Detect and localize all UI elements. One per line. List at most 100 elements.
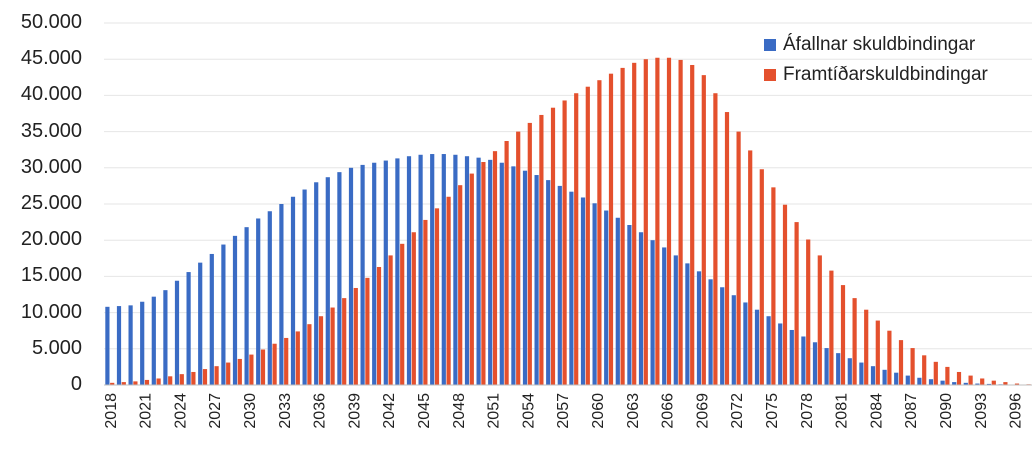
- bar-series-0: [604, 210, 609, 385]
- bar-series-0: [279, 204, 284, 385]
- bar-series-1: [342, 298, 347, 385]
- bar-series-1: [922, 355, 927, 385]
- x-tick-label: 2051: [486, 393, 503, 429]
- bar-series-1: [724, 112, 730, 386]
- bar-series-1: [748, 150, 753, 385]
- bar-series-0: [650, 240, 655, 385]
- y-tick-label: 20.000: [20, 228, 82, 251]
- bar-series-1: [933, 361, 938, 385]
- bar-series-0: [348, 167, 354, 385]
- bar-series-1: [620, 67, 625, 385]
- bar-series-0: [186, 272, 191, 385]
- bar-series-1: [574, 93, 579, 385]
- bar-series-1: [504, 141, 509, 385]
- legend-swatch-series-0: [764, 39, 776, 51]
- x-tick-label: 2030: [242, 393, 259, 429]
- bar-series-0: [882, 369, 887, 385]
- bar-series-0: [151, 296, 156, 385]
- bar-series-0: [731, 295, 736, 385]
- bar-series-0: [847, 358, 852, 385]
- x-tick-label: 2018: [103, 393, 120, 429]
- bar-series-1: [678, 59, 683, 386]
- x-tick-label: 2060: [590, 393, 607, 429]
- bar-series-1: [469, 173, 474, 385]
- x-tick-label: 2066: [660, 393, 677, 429]
- bar-series-1: [655, 57, 660, 385]
- bar-series-0: [708, 279, 713, 385]
- bar-series-0: [928, 379, 934, 385]
- legend-label-series-1: Framtíðarskuldbindingar: [783, 64, 988, 85]
- bar-series-1: [168, 376, 173, 385]
- bar-series-0: [789, 329, 794, 385]
- y-tick-label: 5.000: [31, 336, 82, 359]
- x-tick-label: 2075: [764, 393, 781, 429]
- bar-series-1: [237, 358, 242, 385]
- bars: [105, 57, 1031, 386]
- bar-series-0: [859, 362, 864, 385]
- bar-series-0: [163, 290, 168, 385]
- bar-series-0: [430, 154, 435, 385]
- legend: Áfallnar skuldbindingar Framtíðarskuldbi…: [764, 30, 988, 90]
- bar-series-1: [492, 151, 498, 385]
- x-tick-label: 2081: [834, 393, 851, 429]
- bar-series-1: [968, 375, 973, 385]
- bar-series-0: [441, 154, 446, 385]
- bar-series-0: [174, 280, 180, 385]
- x-tick-label: 2054: [520, 393, 537, 429]
- bar-series-1: [945, 366, 950, 385]
- y-tick-label: 25.000: [20, 192, 82, 214]
- bar-series-0: [383, 160, 388, 385]
- bar-series-1: [840, 285, 846, 385]
- bar-series-1: [434, 208, 440, 385]
- bar-series-0: [685, 263, 690, 385]
- bar-series-0: [743, 302, 748, 385]
- bar-series-0: [557, 185, 562, 385]
- x-tick-label: 2048: [451, 393, 468, 429]
- bar-series-0: [778, 323, 783, 385]
- bar-series-0: [836, 353, 841, 385]
- bar-series-1: [284, 337, 289, 385]
- bar-series-0: [464, 156, 470, 385]
- bar-series-1: [481, 162, 486, 385]
- bar-series-1: [585, 86, 590, 386]
- bar-series-0: [766, 316, 771, 385]
- bar-series-0: [476, 157, 481, 385]
- bar-series-1: [202, 369, 208, 385]
- bar-series-1: [516, 131, 521, 385]
- x-tick-label: 2042: [381, 393, 398, 429]
- x-tick-label: 2036: [312, 393, 329, 429]
- bar-series-0: [801, 336, 806, 385]
- y-tick-label: 35.000: [20, 119, 82, 142]
- bar-series-0: [209, 253, 214, 385]
- x-tick-label: 2078: [799, 393, 816, 429]
- bar-series-0: [128, 305, 133, 385]
- bar-series-1: [214, 366, 219, 385]
- bar-series-1: [550, 107, 556, 386]
- bar-series-0: [894, 372, 899, 385]
- bar-series-0: [534, 175, 539, 385]
- bar-series-0: [870, 366, 876, 385]
- bar-series-1: [887, 330, 892, 385]
- bar-series-1: [666, 57, 672, 385]
- bar-series-1: [898, 340, 904, 385]
- x-tick-label: 2057: [555, 393, 572, 429]
- bar-series-0: [232, 235, 238, 385]
- bar-series-0: [615, 217, 620, 385]
- bar-series-0: [580, 197, 586, 385]
- bar-series-1: [643, 59, 648, 385]
- bar-series-1: [759, 169, 764, 385]
- bar-series-1: [144, 379, 150, 385]
- bar-series-1: [539, 114, 544, 385]
- bar-series-1: [782, 204, 788, 385]
- y-tick-label: 10.000: [20, 300, 82, 323]
- bar-series-1: [690, 64, 695, 386]
- bar-series-0: [963, 382, 968, 385]
- bar-series-1: [771, 187, 776, 385]
- bar-series-1: [307, 324, 312, 385]
- bar-series-1: [1003, 382, 1008, 385]
- bar-series-1: [376, 266, 382, 385]
- bar-series-0: [569, 191, 574, 385]
- x-tick-label: 2069: [694, 393, 711, 429]
- bar-series-0: [917, 377, 922, 385]
